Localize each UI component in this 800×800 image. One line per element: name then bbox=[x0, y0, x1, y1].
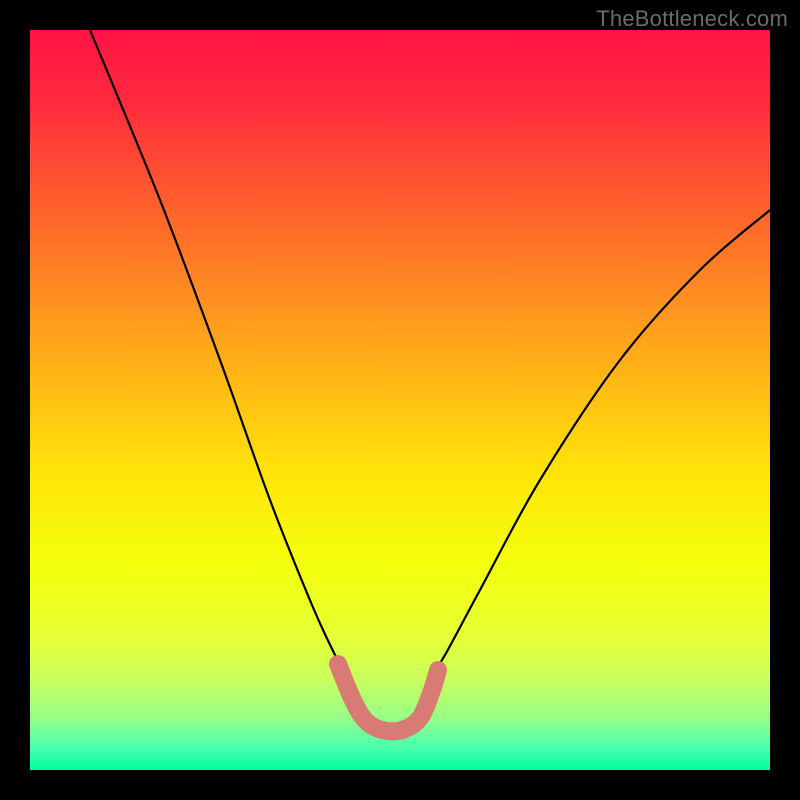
plot-area bbox=[30, 30, 770, 770]
trough-overlay bbox=[338, 664, 438, 731]
curve-right-branch bbox=[428, 210, 770, 682]
curve-left-branch bbox=[90, 30, 348, 680]
chart-frame: TheBottleneck.com bbox=[0, 0, 800, 800]
curve-layer bbox=[30, 30, 770, 770]
watermark-text: TheBottleneck.com bbox=[596, 6, 788, 32]
